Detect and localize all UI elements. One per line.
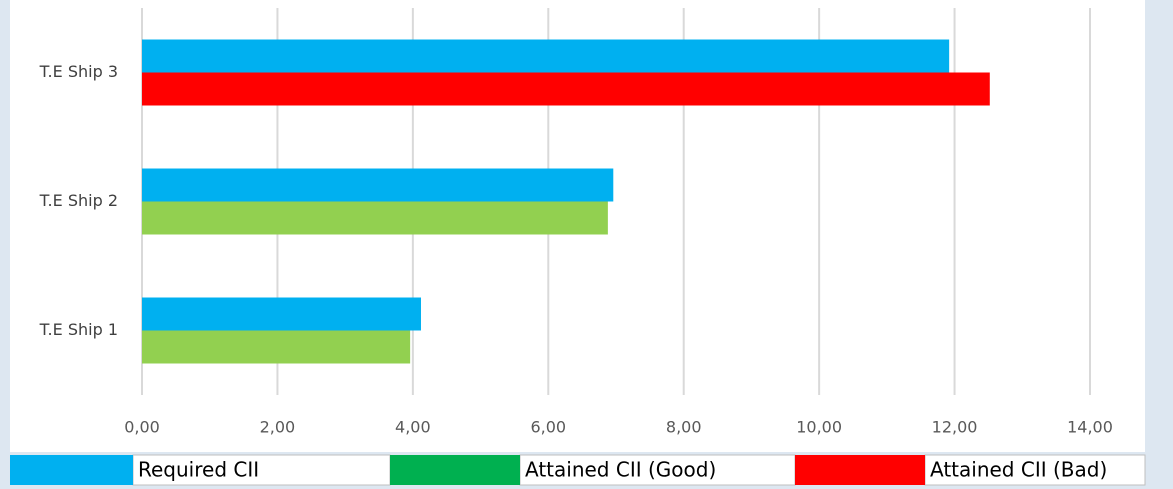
x-tick-label: 0,00 [124, 418, 160, 437]
legend-swatch [795, 455, 925, 485]
legend-label: Required CII [138, 458, 259, 482]
x-tick-label: 12,00 [932, 418, 978, 437]
bar [142, 201, 608, 235]
legend-swatch [10, 455, 133, 485]
x-tick-label: 14,00 [1067, 418, 1113, 437]
legend-label: Attained CII (Bad) [930, 458, 1107, 482]
x-tick-label: 6,00 [530, 418, 566, 437]
bar [142, 39, 950, 73]
y-tick-label: T.E Ship 1 [39, 320, 118, 339]
legend-box [132, 454, 391, 486]
bar [142, 330, 411, 364]
legend-box [519, 454, 796, 486]
bar [142, 168, 614, 202]
bar [142, 72, 990, 106]
y-tick-label: T.E Ship 2 [39, 191, 118, 210]
x-tick-label: 2,00 [260, 418, 296, 437]
bar [142, 297, 421, 331]
x-tick-label: 4,00 [395, 418, 431, 437]
y-tick-label: T.E Ship 3 [39, 62, 118, 81]
legend-label: Attained CII (Good) [525, 458, 716, 482]
x-tick-label: 8,00 [666, 418, 702, 437]
legend-swatch [390, 455, 520, 485]
x-tick-label: 10,00 [796, 418, 842, 437]
